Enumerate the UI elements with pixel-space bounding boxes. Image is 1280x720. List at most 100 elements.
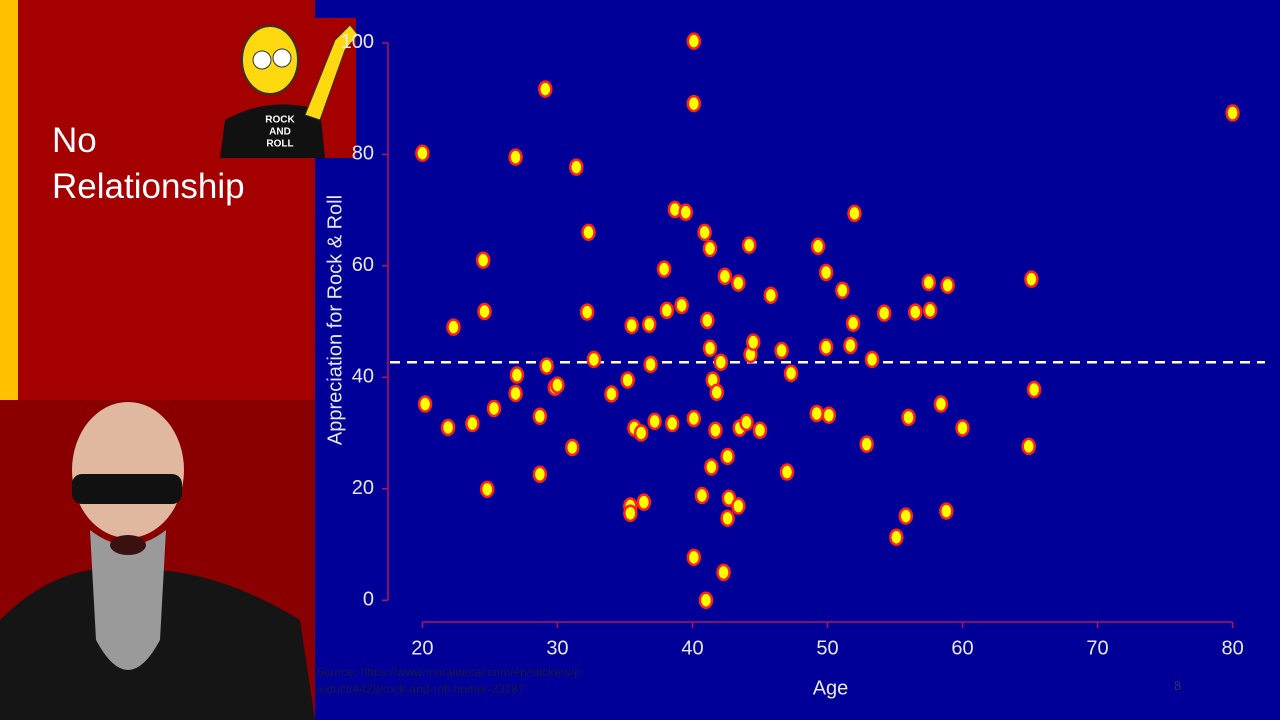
point [486,399,502,418]
point [709,383,725,402]
point [921,273,937,292]
y-tick-label: 40 [352,366,374,388]
y-tick-label: 60 [352,254,374,276]
point [633,424,649,442]
x-tick-label: 80 [1221,637,1243,659]
point [713,353,729,371]
point [818,263,834,282]
y-tick-label: 80 [352,143,374,165]
point [642,315,657,334]
point [656,260,672,278]
point [739,413,754,432]
point [939,502,954,520]
point [686,548,702,567]
x-tick-label: 30 [546,637,568,659]
point [694,486,710,505]
point [702,239,718,258]
x-tick-label: 70 [1086,637,1108,659]
point [700,311,715,330]
point [901,408,916,427]
point [508,148,523,166]
point [465,414,480,433]
point [745,333,761,351]
point [569,158,584,176]
point [565,438,580,457]
point [604,385,619,403]
svg-text:ROLL: ROLL [266,139,293,150]
y-tick-label: 100 [341,31,374,53]
point [720,509,735,528]
point [864,350,880,369]
point [741,236,757,254]
point [636,493,652,511]
point [908,303,923,321]
point [876,304,892,322]
page-number: 8 [1174,678,1182,693]
point [532,407,548,426]
point [717,267,733,286]
point [859,435,874,453]
svg-text:AND: AND [269,127,291,138]
point [674,296,689,315]
point [579,303,595,321]
point [933,395,949,413]
point [889,528,904,547]
slide-title: No Relationship [52,121,245,206]
point [704,458,719,476]
point [539,357,554,375]
source-note: Source: https://www.moraldecal.com/en/st… [316,665,581,696]
point [581,223,596,242]
point [1021,437,1036,456]
point [678,203,693,222]
x-tick-label: 40 [681,637,703,659]
point [538,80,553,98]
point [532,465,548,484]
point [702,339,718,358]
x-tick-label: 50 [816,637,838,659]
point [720,447,735,466]
point [415,144,430,162]
point [479,480,495,499]
point [721,489,737,507]
y-tick-label: 20 [352,477,374,499]
point [508,384,523,403]
x-axis-title: Age [813,677,849,699]
point [664,414,680,433]
x-tick-label: 60 [951,637,973,659]
point [708,421,723,439]
point [809,404,824,423]
point [647,412,662,431]
point [698,591,714,610]
point [643,355,658,374]
point [623,504,638,523]
point [774,341,789,360]
x-tick-label: 20 [411,637,433,659]
point [843,336,858,355]
point [922,301,938,320]
point [686,94,702,113]
point [763,286,779,305]
point [686,32,702,50]
point [779,463,795,481]
point [955,419,970,437]
y-tick-label: 0 [363,589,374,611]
point [835,281,850,300]
point [659,301,675,320]
point [586,350,602,369]
point [686,409,702,428]
point [477,302,492,321]
point [446,318,461,336]
svg-text:ROCK: ROCK [265,115,295,126]
point [716,563,731,582]
point [620,371,635,389]
point [810,237,826,256]
point [731,497,746,515]
point [509,366,525,384]
point [821,406,837,424]
point [783,364,799,383]
presenter-video [0,400,315,720]
point [940,276,955,295]
point [697,223,712,242]
